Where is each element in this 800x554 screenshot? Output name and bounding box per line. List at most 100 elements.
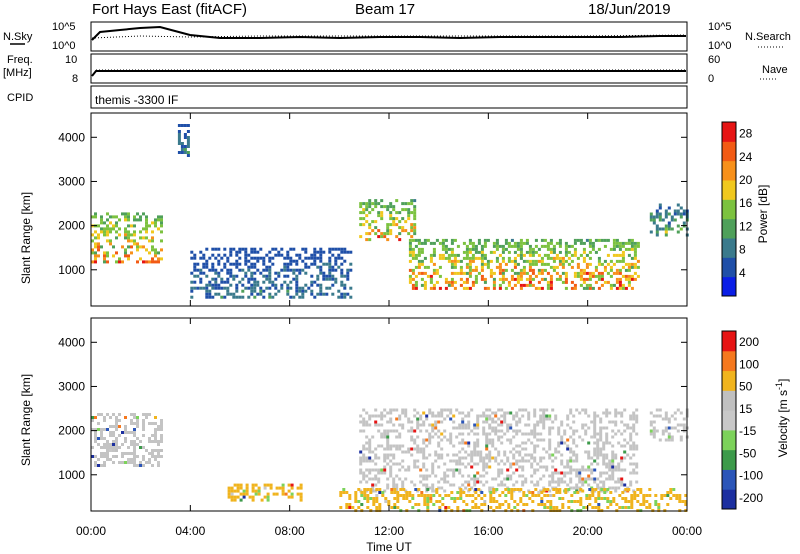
echo-cell bbox=[432, 262, 436, 266]
echo-cell bbox=[130, 431, 133, 434]
echo-cell bbox=[611, 453, 615, 457]
echo-cell bbox=[410, 211, 414, 215]
echo-cell bbox=[629, 426, 633, 430]
echo-cell bbox=[540, 500, 544, 503]
echo-cell bbox=[377, 444, 381, 448]
echo-cell bbox=[482, 420, 486, 424]
echo-cell bbox=[555, 488, 559, 491]
power-colorbar-swatch bbox=[722, 257, 736, 278]
echo-cell bbox=[474, 268, 478, 272]
echo-cell bbox=[465, 280, 469, 284]
echo-cell bbox=[145, 449, 148, 452]
echo-cell bbox=[157, 443, 160, 446]
echo-cell bbox=[540, 268, 544, 272]
velocity-colorbar-tick-label: 100 bbox=[739, 357, 759, 371]
echo-cell bbox=[599, 453, 603, 457]
echo-cell bbox=[524, 408, 528, 412]
echo-cell bbox=[617, 477, 621, 481]
echo-cell bbox=[452, 483, 456, 487]
echo-cell bbox=[407, 211, 411, 215]
echo-cell bbox=[118, 434, 121, 437]
echo-cell bbox=[398, 468, 402, 472]
echo-cell bbox=[525, 250, 529, 254]
echo-cell bbox=[438, 506, 442, 509]
echo-cell bbox=[450, 491, 454, 494]
echo-cell bbox=[474, 277, 478, 281]
echo-cell bbox=[611, 468, 615, 472]
echo-cell bbox=[440, 477, 444, 481]
freq-label-1: Freq. bbox=[7, 54, 33, 66]
echo-cell bbox=[401, 408, 405, 412]
echo-cell bbox=[624, 268, 628, 272]
echo-cell bbox=[618, 247, 622, 251]
echo-cell bbox=[316, 292, 320, 296]
echo-cell bbox=[558, 256, 562, 260]
echo-cell bbox=[136, 248, 139, 252]
echo-cell bbox=[510, 244, 514, 248]
echo-cell bbox=[512, 462, 516, 466]
echo-cell bbox=[431, 435, 435, 439]
echo-cell bbox=[154, 449, 157, 452]
echo-cell bbox=[223, 295, 227, 299]
echo-cell bbox=[591, 244, 595, 248]
echo-cell bbox=[437, 480, 441, 484]
echo-cell bbox=[605, 435, 609, 439]
echo-cell bbox=[112, 215, 115, 219]
echo-cell bbox=[238, 250, 242, 254]
echo-cell bbox=[142, 422, 145, 425]
echo-cell bbox=[253, 262, 257, 266]
echo-cell bbox=[503, 483, 507, 487]
echo-cell bbox=[340, 262, 344, 266]
echo-cell bbox=[401, 426, 405, 430]
echo-cell bbox=[468, 265, 472, 269]
echo-cell bbox=[148, 239, 151, 243]
echo-cell bbox=[473, 474, 477, 478]
echo-cell bbox=[516, 277, 520, 281]
echo-cell bbox=[118, 233, 121, 237]
echo-cell bbox=[597, 256, 601, 260]
echo-cell bbox=[142, 458, 145, 461]
echo-cell bbox=[531, 253, 535, 257]
echo-cell bbox=[534, 274, 538, 278]
echo-cell bbox=[375, 488, 379, 491]
echo-cell bbox=[488, 426, 492, 430]
echo-cell bbox=[455, 435, 459, 439]
echo-cell bbox=[377, 235, 381, 239]
echo-cell bbox=[287, 495, 291, 499]
echo-cell bbox=[585, 253, 589, 257]
echo-cell bbox=[383, 435, 387, 439]
echo-cell bbox=[530, 474, 534, 478]
echo-cell bbox=[410, 202, 414, 206]
echo-cell bbox=[407, 429, 411, 433]
echo-cell bbox=[676, 429, 680, 433]
echo-cell bbox=[624, 274, 628, 278]
echo-cell bbox=[636, 259, 640, 263]
echo-cell bbox=[429, 259, 433, 263]
echo-cell bbox=[498, 262, 502, 266]
echo-cell bbox=[627, 500, 631, 503]
echo-cell bbox=[599, 429, 603, 433]
echo-cell bbox=[536, 420, 540, 424]
echo-cell bbox=[395, 217, 399, 221]
echo-cell bbox=[620, 432, 624, 436]
echo-cell bbox=[491, 441, 495, 445]
echo-cell bbox=[561, 497, 565, 500]
echo-cell bbox=[624, 286, 628, 290]
echo-cell bbox=[497, 483, 501, 487]
echo-cell bbox=[413, 447, 417, 451]
echo-cell bbox=[359, 459, 363, 463]
echo-cell bbox=[518, 417, 522, 421]
echo-cell bbox=[274, 283, 278, 287]
echo-cell bbox=[359, 468, 363, 472]
echo-cell bbox=[413, 205, 417, 209]
echo-cell bbox=[208, 280, 212, 284]
echo-cell bbox=[190, 289, 194, 293]
echo-cell bbox=[587, 456, 591, 460]
echo-cell bbox=[322, 271, 326, 275]
echo-cell bbox=[557, 426, 561, 430]
echo-cell bbox=[398, 414, 402, 418]
echo-cell bbox=[474, 247, 478, 251]
echo-cell bbox=[139, 440, 142, 443]
echo-cell bbox=[247, 253, 251, 257]
echo-cell bbox=[572, 459, 576, 463]
